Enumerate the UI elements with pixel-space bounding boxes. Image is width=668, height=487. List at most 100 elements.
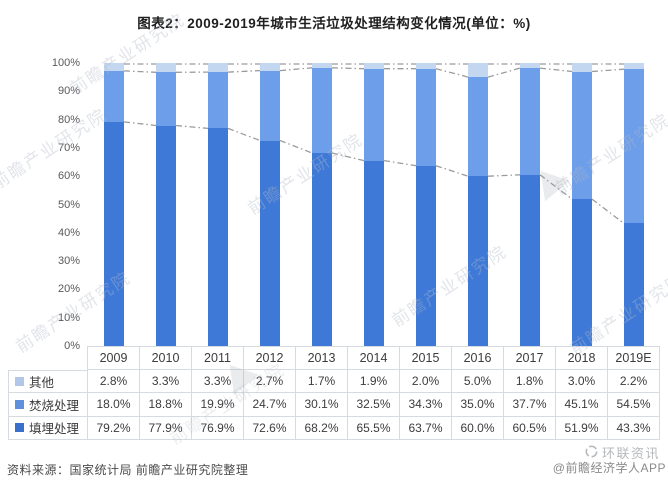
table-value-cell: 79.2% xyxy=(88,416,140,440)
y-axis-tick-label: 100% xyxy=(51,57,80,69)
y-axis-tick-label: 40% xyxy=(57,226,80,239)
bar-column-2014 xyxy=(348,63,400,346)
bar-segment-landfill xyxy=(156,125,176,346)
bar-segment-other xyxy=(468,63,488,78)
table-value-cell: 45.1% xyxy=(556,393,608,417)
table-value-cell: 76.9% xyxy=(192,416,244,440)
credit-text: @前瞻经济学人APP xyxy=(552,461,666,475)
bar-segment-other xyxy=(416,63,436,69)
series-line-segment xyxy=(227,127,261,142)
legend-label: 其他 xyxy=(29,375,55,390)
table-value-cell: 72.6% xyxy=(244,416,296,440)
bar-segment-incineration xyxy=(208,72,228,129)
table-year-header: 2011 xyxy=(192,346,244,370)
bar-segment-incineration xyxy=(364,68,384,161)
bar-segment-landfill xyxy=(260,140,280,346)
bar-column-2011 xyxy=(192,62,244,346)
series-line-segment xyxy=(487,67,521,78)
bar-segment-other xyxy=(312,63,332,68)
series-line-segment xyxy=(331,67,365,70)
y-axis-tick-label: 20% xyxy=(57,283,80,296)
stacked-bar xyxy=(468,63,488,346)
series-line-segment xyxy=(539,174,573,200)
bar-segment-landfill xyxy=(624,223,644,346)
legend-label: 填埋处理 xyxy=(29,422,80,437)
stacked-bar xyxy=(572,63,592,346)
series-line-segment xyxy=(591,68,625,73)
bar-segment-incineration xyxy=(520,68,540,175)
y-axis-tick-label: 80% xyxy=(57,113,80,126)
bar-column-2018 xyxy=(556,63,608,346)
stacked-bar xyxy=(364,63,384,346)
bar-segment-other xyxy=(520,63,540,69)
bar-column-2016 xyxy=(452,63,504,346)
series-line-segment xyxy=(227,69,261,73)
table-value-cell: 43.3% xyxy=(608,416,660,440)
legend-cell-incineration: 焚烧处理 xyxy=(8,393,88,417)
table-value-cell: 32.5% xyxy=(348,393,400,417)
table-value-cell: 54.5% xyxy=(608,393,660,417)
table-value-cell: 3.3% xyxy=(140,369,192,393)
y-axis-tick-label: 10% xyxy=(57,311,80,324)
table-year-header: 2016 xyxy=(452,346,504,370)
legend-cell-other: 其他 xyxy=(8,369,88,393)
series-line-segment xyxy=(539,67,573,73)
stacked-bar xyxy=(520,63,540,346)
bar-segment-other xyxy=(104,63,124,71)
table-value-cell: 34.3% xyxy=(400,393,452,417)
brand-watermark: 环联资讯 xyxy=(585,443,660,462)
table-corner-blank xyxy=(8,346,88,370)
table-value-cell: 65.5% xyxy=(348,416,400,440)
table-value-cell: 2.0% xyxy=(400,369,452,393)
bar-segment-landfill xyxy=(364,160,384,346)
bar-segment-other xyxy=(364,63,384,69)
table-year-header: 2010 xyxy=(140,346,192,370)
table-value-cell: 1.8% xyxy=(504,369,556,393)
bar-segment-landfill xyxy=(520,174,540,346)
brand-text: 环联资讯 xyxy=(601,446,660,461)
bar-segment-landfill xyxy=(572,199,592,346)
y-axis-tick-label: 70% xyxy=(57,141,80,154)
stacked-bar xyxy=(416,63,436,346)
table-value-cell: 1.7% xyxy=(296,369,348,393)
huanlian-logo-icon xyxy=(585,445,598,461)
legend-swatch-icon xyxy=(15,423,24,433)
source-note: 资料来源：国家统计局 前瞻产业研究院整理 xyxy=(7,463,249,477)
bar-segment-other xyxy=(260,63,280,71)
bar-segment-landfill xyxy=(468,176,488,346)
series-line-segment xyxy=(435,165,469,177)
stacked-bar xyxy=(624,63,644,346)
stacked-bar xyxy=(104,63,124,346)
series-line-segment xyxy=(383,159,417,167)
chart-plot xyxy=(88,62,660,346)
bar-segment-other xyxy=(624,63,644,70)
bar-column-2009 xyxy=(88,63,140,346)
y-axis-tick-label: 50% xyxy=(57,198,80,211)
bar-segment-incineration xyxy=(260,70,280,141)
table-value-cell: 60.5% xyxy=(504,416,556,440)
stacked-bar xyxy=(312,63,332,346)
bar-segment-landfill xyxy=(208,128,228,346)
table-value-cell: 1.9% xyxy=(348,369,400,393)
bar-segment-incineration xyxy=(416,68,436,166)
bar-segment-landfill xyxy=(104,121,124,346)
table-value-cell: 3.0% xyxy=(556,369,608,393)
series-line-segment xyxy=(123,70,157,73)
legend-swatch-icon xyxy=(15,376,24,386)
stacked-bar xyxy=(156,63,176,346)
table-value-cell: 18.8% xyxy=(140,393,192,417)
table-year-header: 2009 xyxy=(88,346,140,370)
bar-segment-landfill xyxy=(312,153,332,346)
chart-title: 图表2：2009-2019年城市生活垃圾处理结构变化情况(单位：%) xyxy=(137,16,531,31)
bar-segment-other xyxy=(208,62,228,73)
table-value-cell: 35.0% xyxy=(452,393,504,417)
table-year-header: 2018 xyxy=(556,346,608,370)
bar-column-2015 xyxy=(400,63,452,346)
table-value-cell: 68.2% xyxy=(296,416,348,440)
series-line-segment xyxy=(331,152,365,162)
series-line-segment xyxy=(279,139,313,154)
series-line-segment xyxy=(435,68,469,78)
table-value-cell: 60.0% xyxy=(452,416,504,440)
table-value-cell: 77.9% xyxy=(140,416,192,440)
